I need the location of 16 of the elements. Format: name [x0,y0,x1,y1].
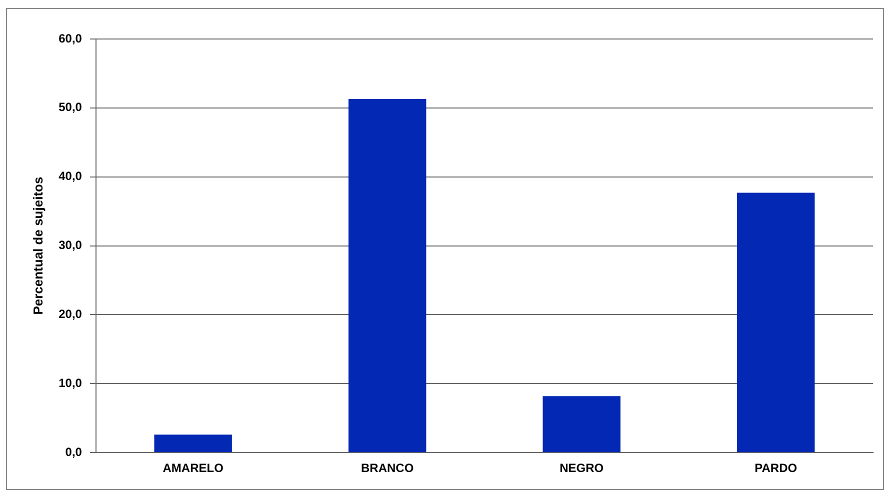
y-tick-label: 20,0 [58,307,82,322]
y-tick-label: 30,0 [58,238,82,252]
y-axis-title: Percentual de sujeitos [30,176,46,315]
x-tick-label: NEGRO [560,461,604,476]
bar [154,434,232,452]
x-tick-label: PARDO [754,461,798,476]
y-tick-label: 40,0 [58,169,82,184]
y-tick-label: 60,0 [58,31,82,46]
y-tick-label: 10,0 [58,376,82,390]
bar [348,98,426,452]
x-tick-label: AMARELO [162,461,224,476]
x-tick-label: BRANCO [361,461,414,476]
y-tick-label: 0,0 [65,444,82,459]
bar [542,396,620,452]
y-tick-label: 50,0 [58,100,82,114]
bar [737,192,815,452]
